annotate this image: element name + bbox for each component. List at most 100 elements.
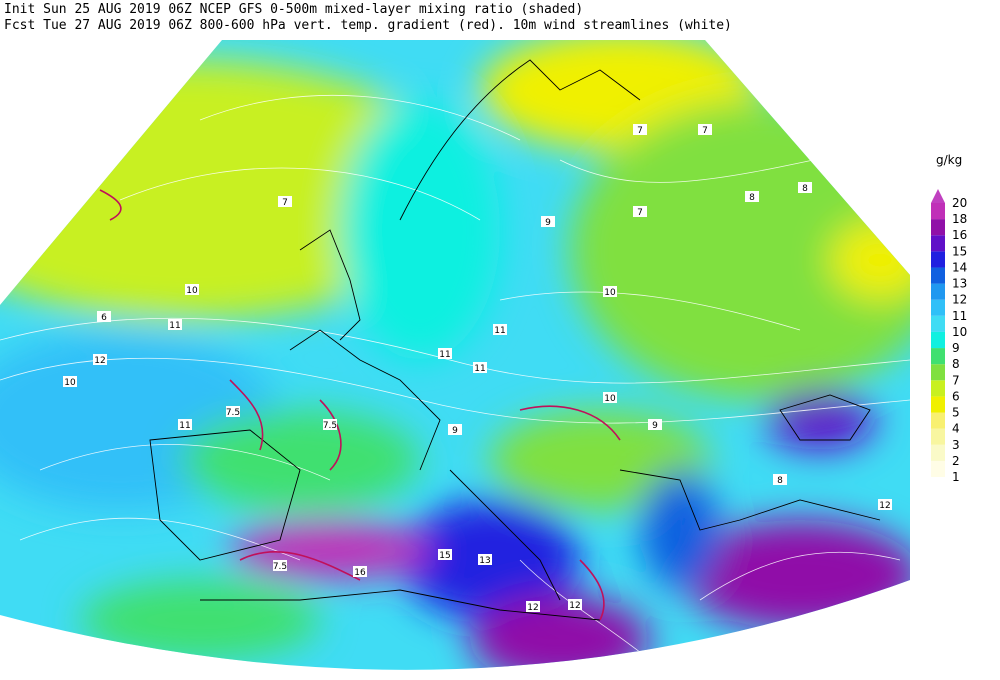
map-label-box xyxy=(603,286,617,297)
map-label-box xyxy=(603,392,617,403)
colorbar-box xyxy=(931,396,945,413)
header-line: Fcst Tue 27 AUG 2019 06Z 800-600 hPa ver… xyxy=(4,18,732,33)
colorbar-box xyxy=(931,444,945,461)
colorbar-box xyxy=(931,428,945,445)
header-line: Init Sun 25 AUG 2019 06Z NCEP GFS 0-500m… xyxy=(4,2,583,17)
map-label: 7 xyxy=(702,126,708,136)
map-label: 7 xyxy=(637,208,643,218)
map-label: 12 xyxy=(94,356,105,366)
map-label: 11 xyxy=(169,321,180,331)
map-label-box xyxy=(478,554,492,565)
colorbar-label: 11 xyxy=(952,309,967,323)
map-label-box xyxy=(541,216,555,227)
map-label: 11 xyxy=(179,421,190,431)
coastlines xyxy=(149,59,881,621)
colorbar-label: 7 xyxy=(952,373,960,387)
colorbar-box xyxy=(931,299,945,316)
colorbar-label: 15 xyxy=(952,244,967,258)
map-label-box xyxy=(745,191,759,202)
colorbar-label: 16 xyxy=(952,228,967,242)
map-label: 15 xyxy=(439,551,450,561)
map-label-box xyxy=(798,182,812,193)
colorbar-label: 4 xyxy=(952,422,960,436)
map-label: 8 xyxy=(802,184,808,194)
map-label-box xyxy=(226,406,240,417)
colorbar-label: 14 xyxy=(952,260,967,274)
map-label: 13 xyxy=(479,556,490,566)
colorbar-label: 20 xyxy=(952,196,967,210)
colorbar-label: 12 xyxy=(952,293,967,307)
colorbar-label: 1 xyxy=(952,470,960,484)
map-label-box xyxy=(448,424,462,435)
map-label-box xyxy=(93,354,107,365)
colorbar-box xyxy=(931,283,945,300)
colorbar-label: 18 xyxy=(952,212,967,226)
map-label: 16 xyxy=(354,568,366,578)
colorbar-box xyxy=(931,460,945,477)
map-label: 8 xyxy=(749,193,755,203)
colorbar-box xyxy=(931,331,945,349)
colorbar-label: 3 xyxy=(952,438,960,452)
colorbar-box xyxy=(931,267,945,284)
temp-gradient-contours xyxy=(99,189,621,621)
map-label-box xyxy=(526,601,540,612)
map-label-box xyxy=(438,549,452,560)
colorbar-label: 10 xyxy=(952,325,967,339)
map-label: 8 xyxy=(777,476,783,486)
map-label: 12 xyxy=(569,601,580,611)
colorbar-label: 5 xyxy=(952,406,960,420)
map-label-box xyxy=(648,419,662,430)
map-label: 7.5 xyxy=(273,562,287,572)
map-label: 10 xyxy=(604,288,616,298)
map-label-box xyxy=(773,474,787,485)
map-label-box xyxy=(568,599,582,610)
colorbar-box xyxy=(931,251,945,268)
colorbar-box xyxy=(931,235,945,252)
map-label-box xyxy=(698,124,712,135)
colorbar-box xyxy=(931,348,945,365)
map-label: 7.5 xyxy=(323,421,337,431)
map-label-box xyxy=(878,499,892,510)
colorbar-box xyxy=(931,315,945,332)
map-label: 9 xyxy=(652,421,658,431)
map-label: 7.5 xyxy=(226,408,240,418)
map-label: 7 xyxy=(282,198,288,208)
map-label: 7 xyxy=(637,126,643,136)
colorbar-box xyxy=(931,203,945,220)
map-label-box xyxy=(323,419,337,430)
map-label: 11 xyxy=(494,326,505,336)
map-label: 9 xyxy=(545,218,551,228)
colorbar-box xyxy=(931,364,945,381)
map-label: 10 xyxy=(186,286,198,296)
map-label-box xyxy=(63,376,77,387)
map-label-box xyxy=(273,560,287,571)
map-label: 10 xyxy=(604,394,616,404)
legend-unit: g/kg xyxy=(936,153,962,167)
colorbar-box xyxy=(931,412,945,429)
colorbar-label: 9 xyxy=(952,341,960,355)
map-label-box xyxy=(178,419,192,430)
map-label: 11 xyxy=(439,350,450,360)
colorbar-label: 2 xyxy=(952,454,960,468)
map-label-box xyxy=(278,196,292,207)
colorbar-box xyxy=(931,380,945,397)
colorbar-label: 13 xyxy=(952,277,967,291)
map-label: 11 xyxy=(474,364,485,374)
map-label: 6 xyxy=(101,313,107,323)
colorbar-label: 8 xyxy=(952,357,960,371)
map-label-box xyxy=(168,319,182,330)
colorbar-box xyxy=(931,219,945,236)
map-label: 10 xyxy=(64,378,76,388)
map-label-box xyxy=(633,124,647,135)
colorbar-label: 6 xyxy=(952,389,960,403)
map-label: 9 xyxy=(452,426,458,436)
map-label-box xyxy=(493,324,507,335)
map-label-box xyxy=(353,566,367,577)
map-label: 12 xyxy=(879,501,890,511)
colorbar-arrow xyxy=(931,189,945,203)
map-label-box xyxy=(438,348,452,359)
map-label-box xyxy=(473,362,487,373)
